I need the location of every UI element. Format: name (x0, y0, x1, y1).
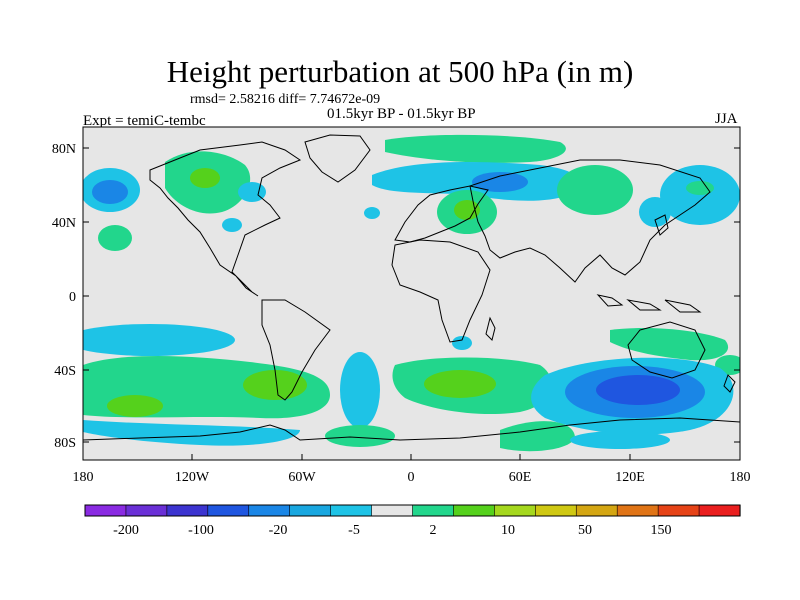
contour-region (222, 218, 242, 232)
contour-region (190, 168, 220, 188)
contour-region (325, 425, 395, 447)
colorbar-label: -100 (188, 523, 214, 538)
lat-label: 40S (54, 364, 76, 379)
contour-region (98, 225, 132, 251)
plot-title: Height perturbation at 500 hPa (in m) (166, 54, 634, 89)
colorbar-swatch (207, 504, 250, 517)
contour-region (424, 370, 496, 398)
colorbar-label: 10 (501, 523, 515, 538)
contour-region (385, 134, 566, 163)
contour-region (452, 336, 472, 350)
lon-label: 120W (175, 470, 210, 485)
colorbar-label: -5 (348, 523, 360, 538)
contour-region (107, 395, 163, 417)
contour-region (340, 352, 380, 428)
colorbar-label: 150 (651, 523, 672, 538)
lat-label: 0 (69, 290, 76, 305)
lat-ticks (83, 147, 740, 443)
contour-region (83, 420, 300, 446)
period-text: 01.5kyr BP - 01.5kyr BP (327, 106, 476, 122)
lon-label: 120E (615, 470, 645, 485)
contour-region (83, 324, 235, 356)
contour-region (364, 207, 380, 219)
colorbar-swatch (84, 504, 127, 517)
colorbar-swatch (371, 504, 414, 517)
colorbar-label: 2 (430, 523, 437, 538)
lon-label: 180 (730, 470, 751, 485)
colorbar-swatch (535, 504, 577, 517)
lon-ticks (82, 454, 741, 460)
contour-region (500, 421, 575, 452)
contour-region (570, 431, 670, 449)
lon-label: 0 (408, 470, 415, 485)
coastlines (83, 134, 740, 441)
stats-text: rmsd= 2.58216 diff= 7.74672e-09 (190, 92, 381, 107)
contour-region (243, 370, 307, 400)
colorbar-swatch (125, 504, 168, 517)
contour-region (686, 181, 714, 195)
season-text: JJA (715, 111, 738, 127)
colorbar-frame (84, 504, 741, 517)
colorbar (84, 504, 741, 517)
contour-region (454, 200, 480, 220)
colorbar-swatch (657, 504, 700, 517)
colorbar-swatch (494, 504, 536, 517)
colorbar-swatch (412, 504, 455, 517)
contour-region (92, 180, 128, 204)
lon-label: 60E (509, 470, 532, 485)
colorbar-swatch (166, 504, 209, 517)
colorbar-swatch (575, 504, 618, 517)
lat-label: 40N (52, 216, 76, 231)
colorbar-swatch (698, 504, 741, 517)
contour-region (238, 182, 266, 202)
lat-label: 80N (52, 142, 76, 157)
lon-label: 60W (288, 470, 316, 485)
lon-label: 180 (73, 470, 94, 485)
colorbar-swatch (289, 504, 332, 517)
contour-region (596, 375, 680, 405)
colorbar-swatch (330, 504, 373, 517)
colorbar-swatch (453, 504, 495, 517)
contour-region (472, 172, 528, 192)
experiment-text: Expt = temiC-tembc (83, 113, 206, 129)
colorbar-label: 50 (578, 523, 592, 538)
contour-fields (83, 134, 740, 452)
contour-region (557, 165, 633, 215)
lat-label: 80S (54, 436, 76, 451)
colorbar-swatch (616, 504, 659, 517)
colorbar-label: -20 (269, 523, 288, 538)
colorbar-swatch (248, 504, 291, 517)
colorbar-label: -200 (113, 523, 139, 538)
